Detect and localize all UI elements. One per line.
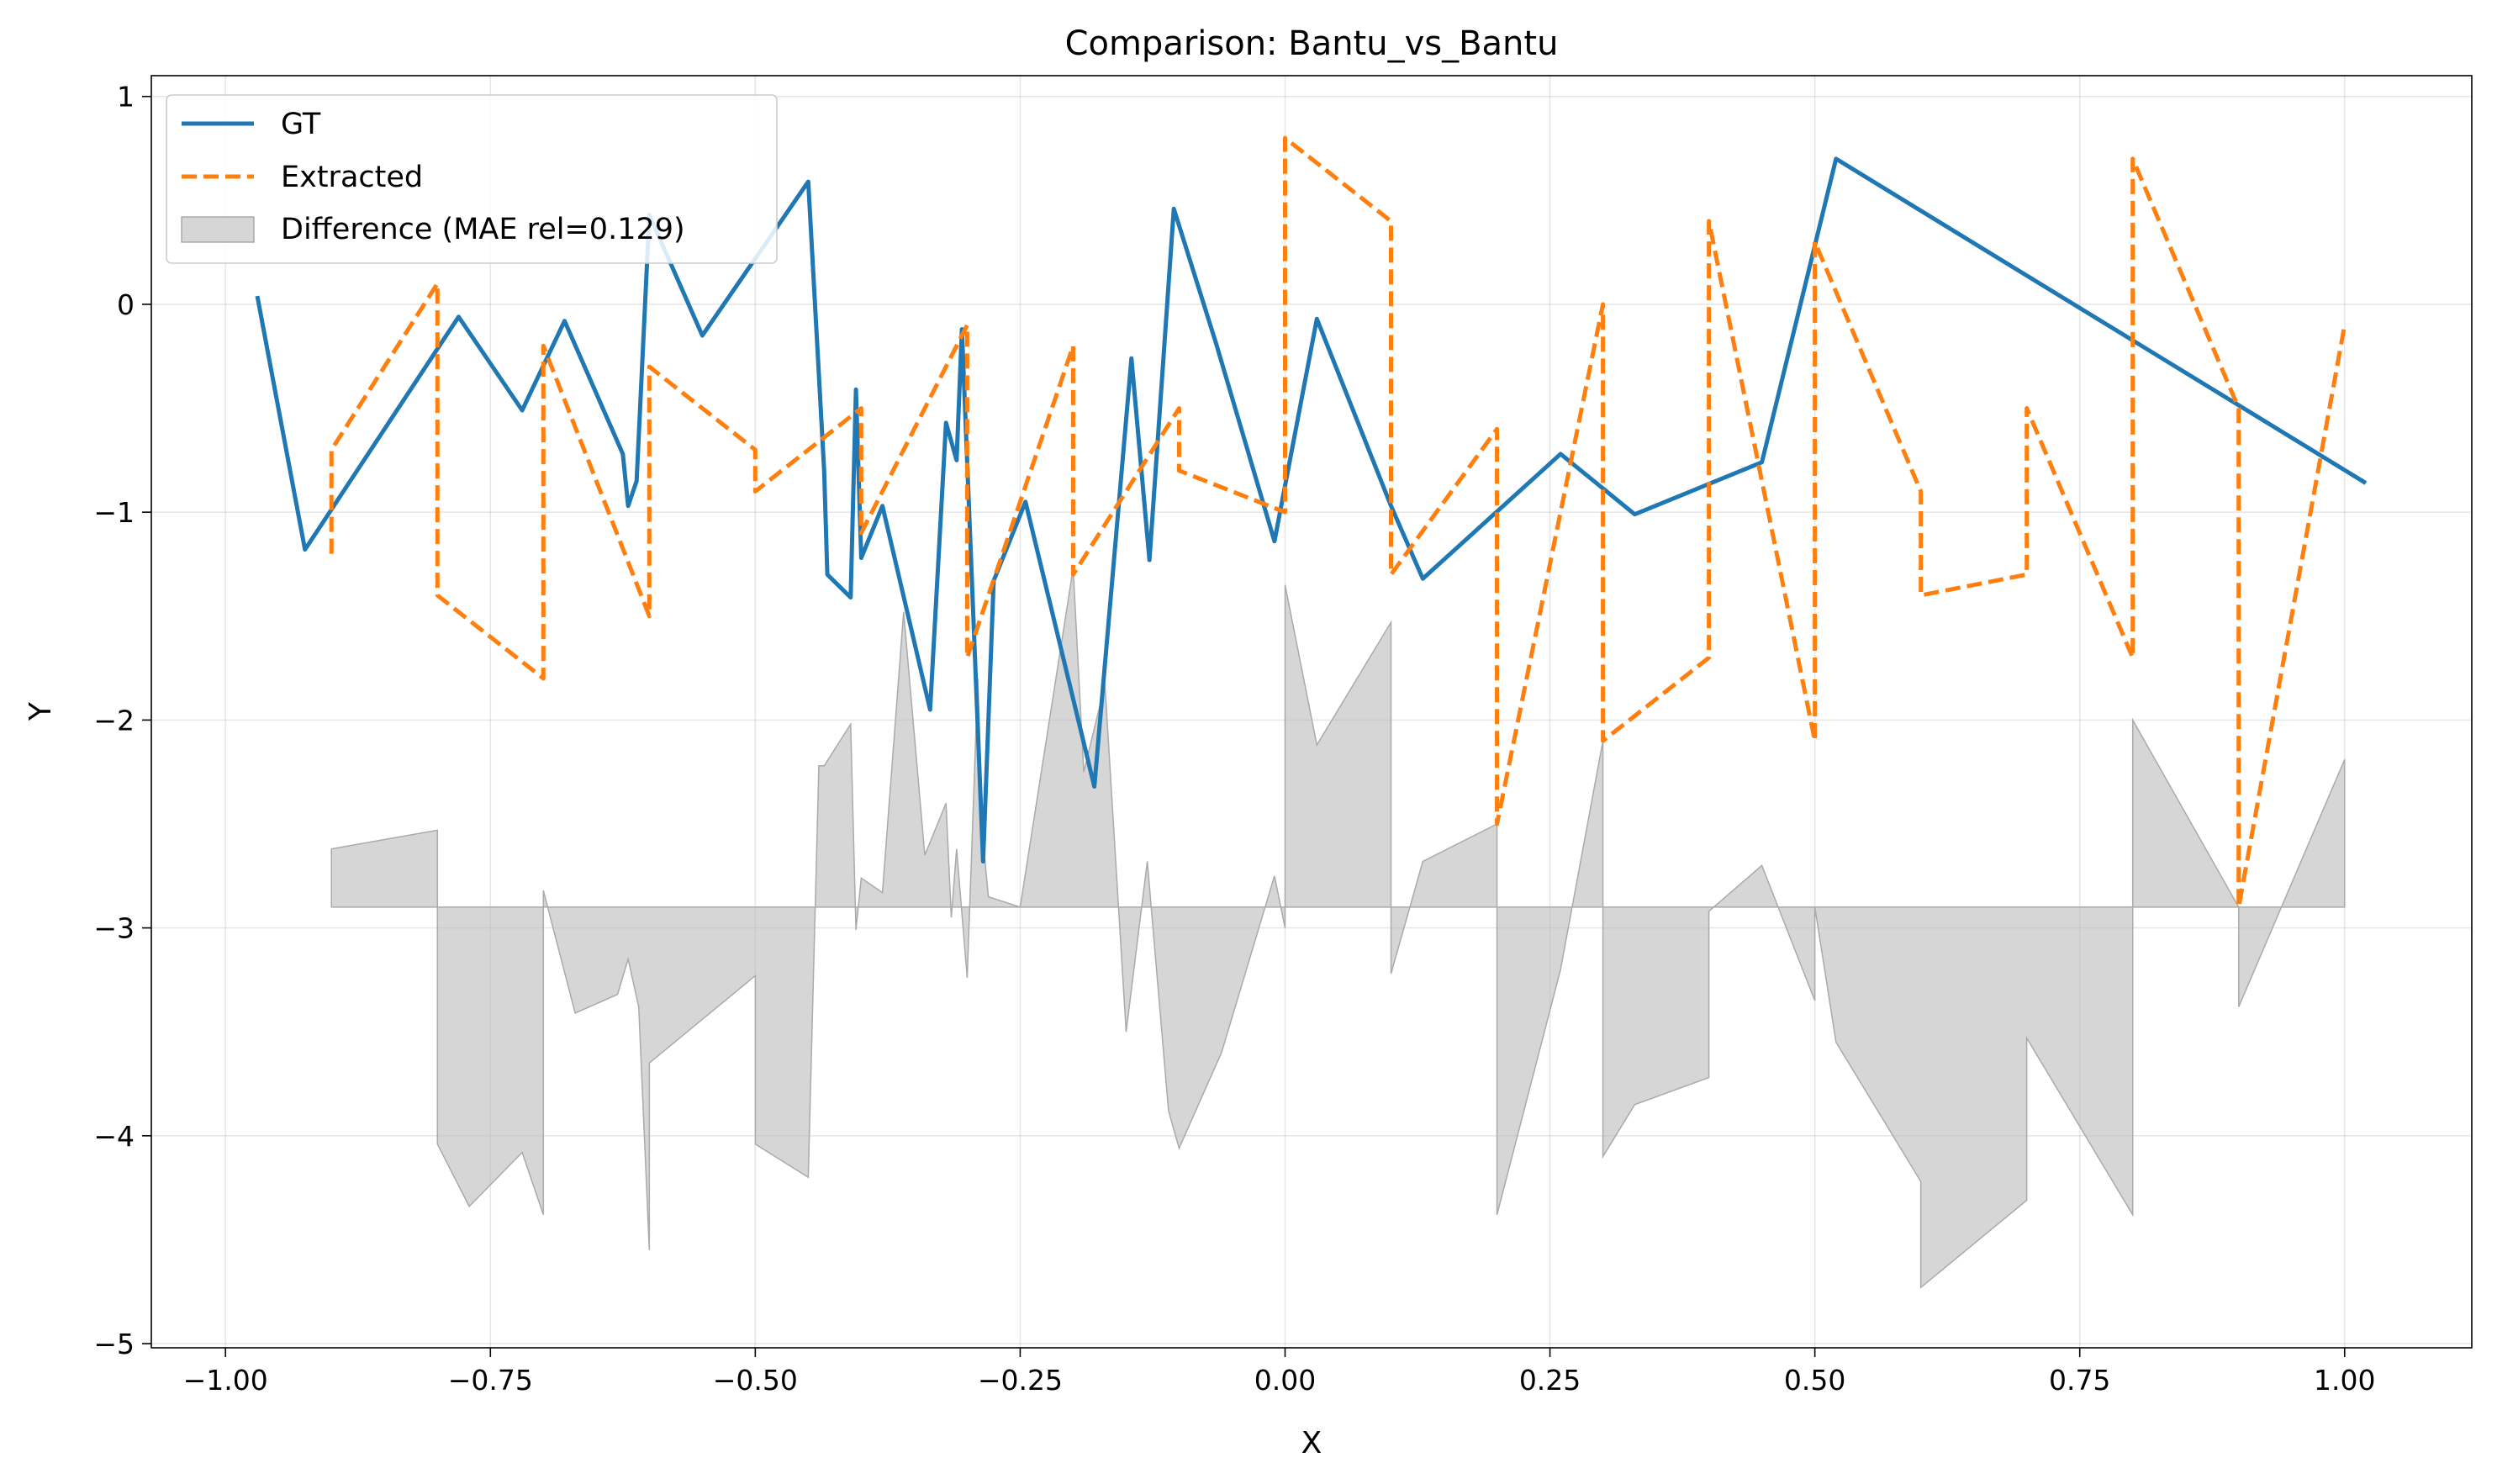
x-tick-label: −0.50 — [713, 1364, 798, 1397]
gt-line — [255, 156, 2368, 863]
legend-label-extracted: Extracted — [281, 161, 423, 194]
y-tick-label: 1 — [117, 81, 135, 114]
extracted-line — [329, 135, 2347, 910]
y-tick-label: −2 — [93, 704, 135, 737]
legend-swatch-difference — [181, 216, 255, 243]
x-tick-label: −0.25 — [978, 1364, 1063, 1397]
x-tick-label: 0.25 — [1519, 1364, 1581, 1397]
plot-frame — [150, 75, 2473, 1349]
x-tick-label: 1.00 — [2314, 1364, 2375, 1397]
x-tick-label: 0.50 — [1784, 1364, 1845, 1397]
x-tick-label: 0.00 — [1254, 1364, 1316, 1397]
series-lines — [255, 135, 2368, 910]
y-tick-label: 0 — [117, 288, 135, 321]
legend: GT Extracted Difference (MAE rel=0.129) — [166, 94, 778, 264]
y-axis: −5 −4 −3 −2 −1 0 1 — [93, 81, 151, 1360]
y-tick-label: −1 — [93, 496, 135, 529]
x-axis-label: X — [1301, 1426, 1322, 1460]
y-tick-label: −3 — [93, 912, 135, 945]
y-tick-label: −5 — [93, 1328, 135, 1360]
x-tick-label: 0.75 — [2049, 1364, 2110, 1397]
x-tick-label: −0.75 — [448, 1364, 533, 1397]
x-tick-label: −1.00 — [183, 1364, 268, 1397]
legend-label-gt: GT — [281, 108, 321, 141]
legend-frame — [166, 94, 778, 264]
x-axis: −1.00 −0.75 −0.50 −0.25 0.00 0.25 0.50 0.75 1.00 — [183, 1348, 2376, 1397]
chart-title: Comparison: Bantu_vs_Bantu — [1065, 24, 1559, 63]
legend-label-difference: Difference (MAE rel=0.129) — [281, 213, 685, 246]
y-tick-label: −4 — [93, 1120, 135, 1153]
y-axis-label: Y — [24, 701, 58, 721]
